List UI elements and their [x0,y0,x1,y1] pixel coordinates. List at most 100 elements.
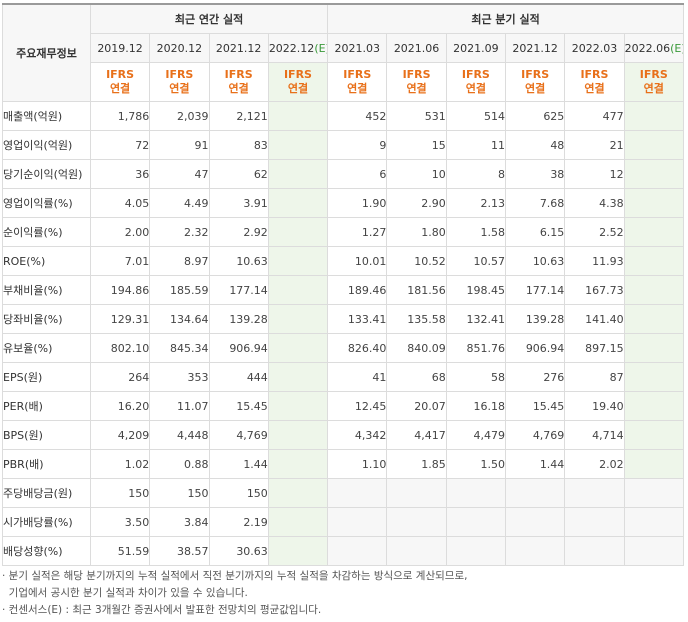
table-row: 영업이익률(%) 4.05 4.49 3.91 1.90 2.90 2.13 7.68 4.38 [2,188,685,218]
annual-results-title: 최근 연간 실적 [89,3,329,34]
basis-consolidated: 연결 [228,82,249,95]
financial-table: 주요재무정보 최근 연간 실적 최근 분기 실적 2019.12 2020.12 2… [2,3,685,566]
period-header: 2022.03 [564,33,625,63]
quarter-value: 1.44 [505,449,566,479]
annual-value: 906.94 [208,333,269,363]
annual-value: 177.14 [208,275,269,305]
annual-value: 4,448 [149,420,210,450]
annual-value [267,246,329,276]
quarter-value [623,217,685,247]
annual-value: 4,209 [89,420,151,450]
annual-value: 38.57 [149,536,210,566]
quarter-value: 7.68 [505,188,566,218]
basis-header: IFRS 연결 [386,62,447,102]
quarter-value: 11.93 [564,246,625,276]
period-header: 2021.09 [445,33,507,63]
quarter-value [623,507,685,537]
annual-value: 4.49 [149,188,210,218]
annual-value: 2.19 [208,507,269,537]
quarter-value [564,536,625,566]
estimate-mark: (E) [314,41,326,55]
table-row: 매출액(억원) 1,786 2,039 2,121 452 531 514 625 477 [2,101,685,131]
row-label: PBR(배) [2,449,91,479]
quarterly-results-title: 최근 분기 실적 [327,3,684,34]
basis-header: IFRS 연결 [267,62,329,102]
period-header: 2021.12 [505,33,566,63]
quarter-value: 276 [505,362,566,392]
quarter-value: 132.41 [445,304,507,334]
annual-value: 3.91 [208,188,269,218]
annual-value: 845.34 [149,333,210,363]
quarter-value: 15.45 [505,391,566,421]
table-row: 당좌비율(%) 129.31 134.64 139.28 133.41 135.58 132… [2,304,685,334]
row-label: EPS(원) [2,362,91,392]
annual-value: 2.92 [208,217,269,247]
quarter-value [564,478,625,508]
footnote: · 컨센서스(E) : 최근 3개월간 증권사에서 발표한 전망치의 평균값입니… [2,604,322,616]
quarter-value: 19.40 [564,391,625,421]
annual-value [267,217,329,247]
annual-value [267,101,329,131]
annual-value [267,304,329,334]
quarter-value: 12.45 [327,391,388,421]
quarter-value: 6.15 [505,217,566,247]
quarter-value [623,130,685,160]
row-label: BPS(원) [2,420,91,450]
quarter-value [445,507,507,537]
quarter-value: 87 [564,362,625,392]
annual-value: 83 [208,130,269,160]
quarter-value [623,304,685,334]
quarter-value [623,536,685,566]
quarter-value: 1.27 [327,217,388,247]
quarter-value: 177.14 [505,275,566,305]
quarter-value: 8 [445,159,507,189]
quarter-value: 198.45 [445,275,507,305]
quarter-value: 16.18 [445,391,507,421]
table-row: 주당배당금(원) 150 150 150 [2,478,685,508]
annual-value: 47 [149,159,210,189]
quarter-value: 189.46 [327,275,388,305]
quarter-value [623,362,685,392]
annual-value: 150 [149,478,210,508]
annual-value: 2,121 [208,101,269,131]
period-header: 2021.12 [208,33,269,63]
annual-value: 62 [208,159,269,189]
annual-value: 134.64 [149,304,210,334]
table-row: 순이익률(%) 2.00 2.32 2.92 1.27 1.80 1.58 6.15 2.52 [2,217,685,247]
annual-value: 1,786 [89,101,151,131]
table-row: 배당성향(%) 51.59 38.57 30.63 [2,536,685,566]
row-label: ROE(%) [2,246,91,276]
quarter-value: 1.90 [327,188,388,218]
annual-value: 2.32 [149,217,210,247]
annual-value: 15.45 [208,391,269,421]
annual-value: 91 [149,130,210,160]
quarter-value: 11 [445,130,507,160]
quarter-value: 452 [327,101,388,131]
basis-consolidated: 연결 [109,82,131,95]
footnotes: · 분기 실적은 해당 분기까지의 누적 실적에서 직전 분기까지의 누적 실적… [2,568,467,619]
quarter-value: 897.15 [564,333,625,363]
period-header: 2021.06 [386,33,447,63]
annual-value: 150 [89,478,151,508]
basis-ifrs: IFRS [165,68,194,81]
basis-ifrs: IFRS [461,68,490,81]
basis-header: IFRS 연결 [149,62,210,102]
basis-ifrs: IFRS [343,68,372,81]
quarter-value [623,275,685,305]
quarter-value: 826.40 [327,333,388,363]
quarter-value [623,333,685,363]
table-row: EPS(원) 264 353 444 41 68 58 276 87 [2,362,685,392]
annual-value: 0.88 [149,449,210,479]
quarter-value [445,478,507,508]
quarter-value: 2.02 [564,449,625,479]
basis-consolidated: 연결 [287,82,309,95]
annual-value [267,420,329,450]
quarter-value: 531 [386,101,447,131]
basis-consolidated: 연결 [584,82,605,95]
quarter-value [386,536,447,566]
basis-ifrs: IFRS [402,68,431,81]
table-row: 유보율(%) 802.10 845.34 906.94 826.40 840.09 851.… [2,333,685,363]
quarter-value: 10 [386,159,447,189]
quarter-value: 1.58 [445,217,507,247]
quarter-value: 10.63 [505,246,566,276]
